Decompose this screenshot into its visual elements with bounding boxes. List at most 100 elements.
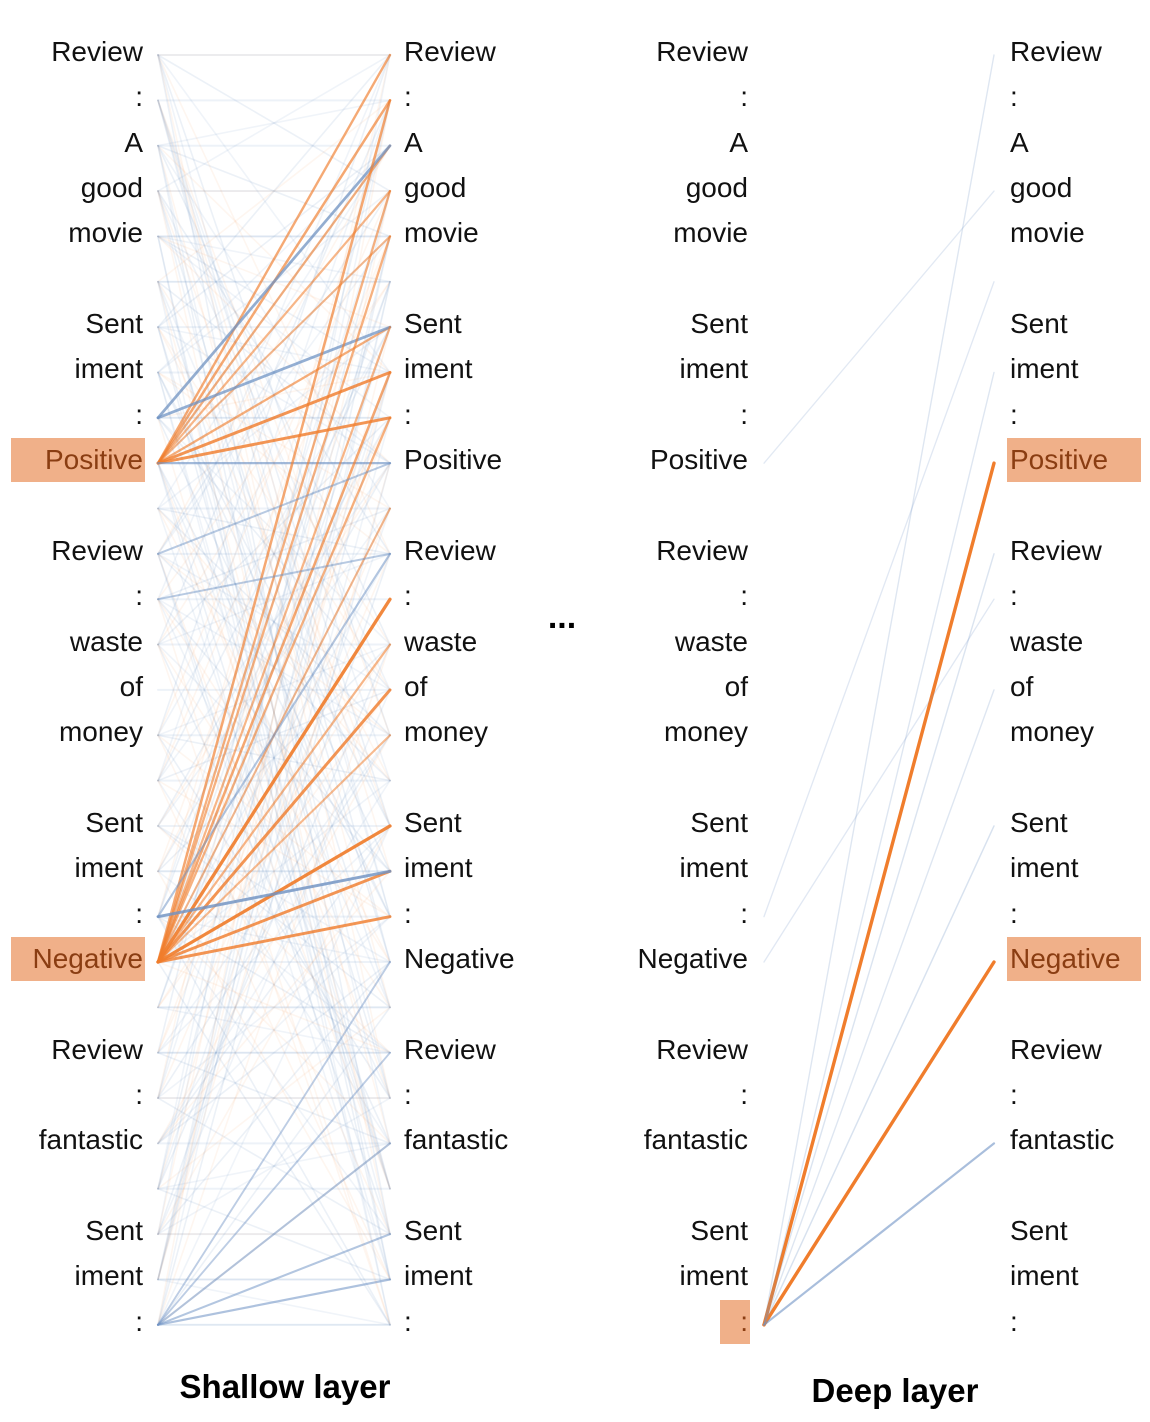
background-edge <box>157 326 391 691</box>
attention-edge <box>157 462 391 555</box>
target-token: : <box>1010 1079 1018 1111</box>
source-token: : <box>135 398 143 430</box>
background-edge <box>157 553 391 691</box>
source-token: A <box>124 126 143 158</box>
attention-edge <box>763 281 995 918</box>
target-token: : <box>1010 81 1018 113</box>
background-edge <box>157 99 391 147</box>
target-token: Sent <box>1010 308 1068 340</box>
background-edge <box>157 779 391 1145</box>
target-token: : <box>404 81 412 113</box>
background-edge <box>157 961 391 1326</box>
background-edge <box>157 190 391 1235</box>
background-edge <box>157 99 391 283</box>
source-token: iment <box>74 1260 143 1292</box>
target-token: waste <box>1010 625 1084 657</box>
attention-edge <box>763 598 995 963</box>
background-edge <box>157 1006 391 1326</box>
background-edge <box>157 99 391 873</box>
attention-edge <box>763 825 995 1326</box>
background-edge <box>157 235 391 1281</box>
background-edge <box>157 190 391 1235</box>
source-token: : <box>135 81 143 113</box>
background-edge <box>157 1006 391 1190</box>
target-token: : <box>1010 580 1018 612</box>
background-edge <box>157 553 391 1190</box>
source-token: Sent <box>690 308 748 340</box>
attention-edge <box>156 869 392 964</box>
background-edge <box>157 643 391 1326</box>
source-token: iment <box>74 353 143 385</box>
target-token: money <box>1010 716 1095 748</box>
token-highlight <box>11 937 145 981</box>
background-edge <box>157 961 391 1145</box>
source-token: Review <box>51 534 143 566</box>
source-token: waste <box>674 625 748 657</box>
source-token: : <box>135 580 143 612</box>
target-token: : <box>1010 398 1018 430</box>
background-edge <box>157 1051 391 1145</box>
target-token: money <box>404 716 489 748</box>
attention-edge <box>156 416 392 964</box>
background-edge <box>157 689 391 1235</box>
background-edge <box>157 190 391 918</box>
deep-layer-caption: Deep layer <box>811 1372 979 1409</box>
target-token: Negative <box>404 943 515 974</box>
target-token: Review <box>404 1033 496 1065</box>
source-token: Review <box>51 36 143 67</box>
background-edge <box>157 507 391 601</box>
target-token: iment <box>1010 852 1079 884</box>
background-edge <box>157 326 391 782</box>
background-edge <box>157 643 391 1326</box>
background-edge <box>157 915 391 1326</box>
target-token: Positive <box>404 444 503 476</box>
source-token <box>0 489 143 523</box>
attention-edge <box>157 552 391 601</box>
background-edge <box>157 235 391 1190</box>
background-edge <box>157 779 391 963</box>
target-token: Sent <box>404 308 462 340</box>
target-token: iment <box>404 1260 473 1292</box>
background-edge <box>157 416 391 827</box>
background-edge <box>157 915 391 1099</box>
target-token: fantastic <box>404 1124 509 1156</box>
target-token: of <box>1010 670 1034 702</box>
source-token: Negative <box>32 943 143 974</box>
background-edge <box>157 553 391 963</box>
background-edge <box>157 144 391 238</box>
target-token: movie <box>404 217 479 249</box>
target-token: : <box>1010 1305 1018 1337</box>
token-highlight <box>1007 937 1141 981</box>
attention-edge <box>156 189 392 465</box>
source-token: Sent <box>690 1215 748 1247</box>
attention-edge <box>156 552 392 918</box>
target-token: A <box>1010 126 1029 158</box>
source-token: money <box>58 716 143 748</box>
source-token: Sent <box>85 1215 143 1247</box>
source-token <box>0 761 143 795</box>
source-token: waste <box>69 625 143 657</box>
token-highlight <box>720 1299 750 1344</box>
source-token: : <box>135 1305 143 1337</box>
source-token: : <box>135 897 143 929</box>
source-token: Sent <box>690 806 748 838</box>
background-edge <box>157 235 391 782</box>
background-edge <box>157 1006 391 1054</box>
source-token: : <box>740 1079 748 1111</box>
target-token: Positive <box>1010 444 1109 476</box>
attention-edge <box>156 235 392 465</box>
source-token: Review <box>656 534 748 566</box>
target-token: : <box>404 1305 412 1337</box>
attention-edge <box>156 371 392 964</box>
target-token: Sent <box>404 1215 462 1247</box>
attention-edge <box>763 371 995 1326</box>
background-edge <box>157 961 391 1054</box>
source-token: : <box>135 1079 143 1111</box>
source-token: Negative <box>637 943 748 974</box>
attention-edge <box>156 325 392 420</box>
attention-edge <box>156 1142 392 1326</box>
background-edge <box>157 99 391 1326</box>
source-token: good <box>80 172 143 204</box>
background-edge <box>157 598 391 1326</box>
source-token: : <box>740 398 748 430</box>
